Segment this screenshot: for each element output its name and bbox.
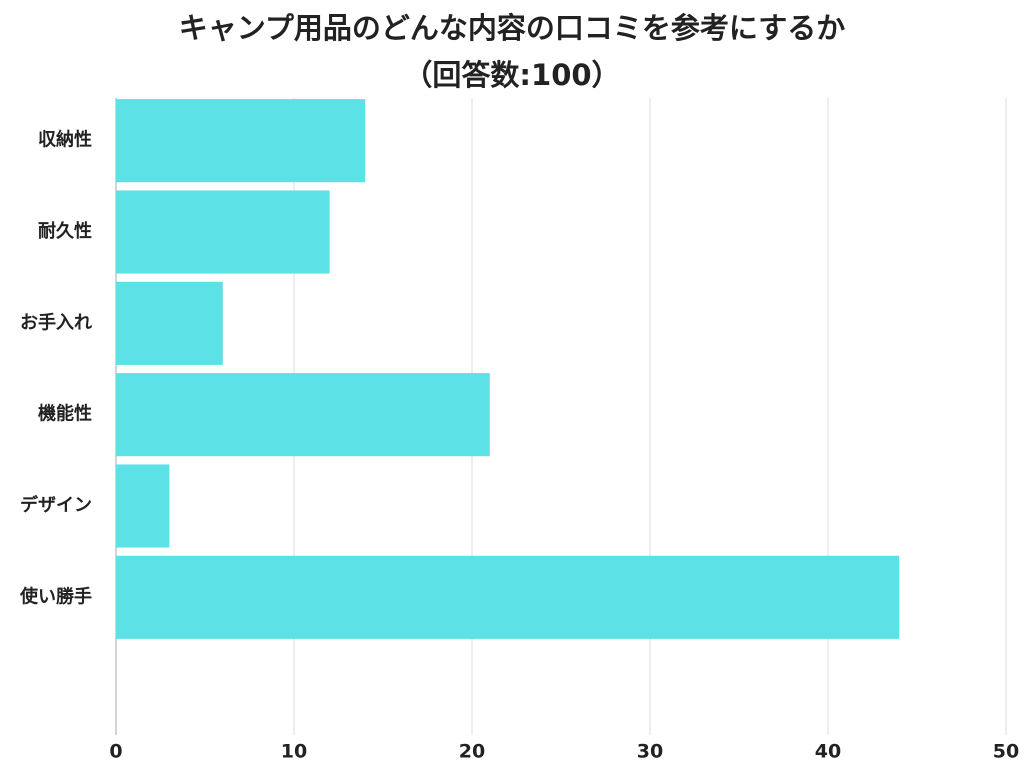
bar <box>116 555 900 639</box>
bar <box>116 190 330 274</box>
y-tick-label: 耐久性 <box>38 220 92 242</box>
y-tick-label: お手入れ <box>20 311 92 333</box>
x-tick-label: 40 <box>815 741 841 763</box>
x-tick-label: 50 <box>993 741 1019 763</box>
y-tick-label: デザイン <box>20 494 92 516</box>
x-tick-label: 20 <box>459 741 485 763</box>
chart-title: キャンプ用品のどんな内容の口コミを参考にするか <box>179 11 845 45</box>
bar <box>116 281 223 365</box>
bar <box>116 373 490 457</box>
y-tick-label: 使い勝手 <box>19 585 92 607</box>
y-tick-label: 機能性 <box>38 403 92 425</box>
chart-subtitle: （回答数:100） <box>403 58 620 92</box>
x-tick-label: 0 <box>109 741 122 763</box>
x-tick-label: 30 <box>637 741 663 763</box>
y-tick-label: 収納性 <box>38 129 92 151</box>
bar <box>116 464 170 548</box>
x-tick-label: 10 <box>281 741 307 763</box>
bar <box>116 99 366 183</box>
